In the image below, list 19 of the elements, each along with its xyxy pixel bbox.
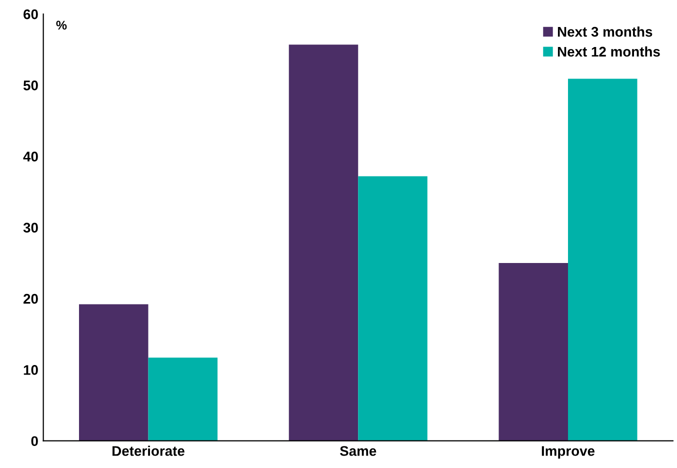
bar (79, 304, 148, 441)
bar (148, 358, 218, 441)
bar (568, 78, 638, 441)
y-tick-label: 0 (31, 436, 38, 446)
y-axis-title: % (56, 20, 67, 30)
y-tick-label: 40 (23, 152, 38, 162)
y-tick-label: 20 (24, 294, 38, 304)
bar (288, 44, 358, 441)
bar (358, 176, 428, 441)
x-tick-label: Same (340, 446, 376, 456)
y-tick-label: 30 (23, 222, 38, 233)
bar (498, 263, 568, 441)
legend-label: Next 3 months (558, 26, 652, 37)
y-tick-label: 60 (24, 9, 38, 20)
y-tick-label: 50 (23, 80, 38, 90)
legend-label: Next 12 months (558, 46, 660, 57)
x-tick-label: Improve (542, 446, 595, 459)
y-tick-label: 10 (24, 365, 38, 375)
x-tick-label: Deteriorate (112, 446, 184, 456)
